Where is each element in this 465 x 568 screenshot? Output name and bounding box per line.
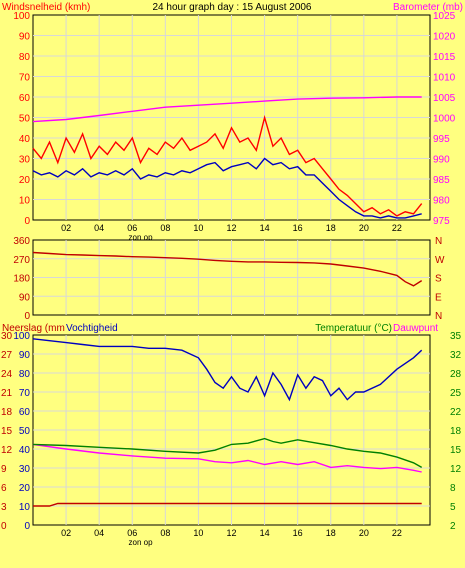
barometer-tick-label: 1025 bbox=[433, 11, 456, 22]
humidity-tick-label: 10 bbox=[19, 502, 31, 513]
barometer-tick-label: 975 bbox=[433, 216, 450, 227]
wind-tick-label: 70 bbox=[19, 73, 31, 84]
compass-label: S bbox=[435, 274, 442, 285]
rain-tick-label: 24 bbox=[1, 369, 13, 380]
rain-tick-label: 30 bbox=[1, 331, 13, 342]
humidity-axis-label: Vochtigheid bbox=[66, 323, 118, 334]
barometer-tick-label: 980 bbox=[433, 196, 450, 207]
x-tick-label: 10 bbox=[193, 223, 203, 233]
compass-label: W bbox=[435, 255, 445, 266]
barometer-tick-label: 1020 bbox=[433, 32, 456, 43]
temperature-tick-label: 15 bbox=[450, 445, 462, 456]
rain-tick-label: 3 bbox=[1, 502, 7, 513]
rain-tick-label: 0 bbox=[1, 521, 7, 532]
chart-title: 24 hour graph day : 15 August 2006 bbox=[152, 2, 311, 13]
wind-tick-label: 30 bbox=[19, 155, 31, 166]
humidity-tick-label: 80 bbox=[19, 369, 31, 380]
x-tick-label: 06 bbox=[127, 528, 137, 538]
temperature-axis-label: Temperatuur (°C) bbox=[315, 323, 392, 334]
barometer-tick-label: 1015 bbox=[433, 52, 456, 63]
x-tick-label: 06 bbox=[127, 223, 137, 233]
x-tick-label: 16 bbox=[293, 528, 303, 538]
humidity-tick-label: 50 bbox=[19, 426, 31, 437]
x-tick-label: 22 bbox=[392, 223, 402, 233]
temperature-tick-label: 22 bbox=[450, 407, 462, 418]
humidity-tick-label: 60 bbox=[19, 407, 31, 418]
barometer-tick-label: 1000 bbox=[433, 114, 456, 125]
temperature-tick-label: 35 bbox=[450, 331, 462, 342]
humidity-tick-label: 100 bbox=[13, 331, 30, 342]
rain-tick-label: 9 bbox=[1, 464, 7, 475]
wind-tick-label: 10 bbox=[19, 196, 31, 207]
x-tick-label: 04 bbox=[94, 528, 104, 538]
temperature-tick-label: 25 bbox=[450, 388, 462, 399]
rain-tick-label: 27 bbox=[1, 350, 13, 361]
x-tick-label: 18 bbox=[326, 223, 336, 233]
temperature-tick-label: 5 bbox=[450, 502, 456, 513]
rain-tick-label: 18 bbox=[1, 407, 13, 418]
x-tick-label: 08 bbox=[160, 528, 170, 538]
x-tick-label: 12 bbox=[226, 223, 236, 233]
temperature-tick-label: 12 bbox=[450, 464, 462, 475]
direction-tick-label: 270 bbox=[13, 255, 30, 266]
wind-tick-label: 60 bbox=[19, 93, 31, 104]
rain-tick-label: 6 bbox=[1, 483, 7, 494]
barometer-tick-label: 985 bbox=[433, 175, 450, 186]
direction-tick-label: 360 bbox=[13, 236, 30, 247]
wind-tick-label: 0 bbox=[24, 216, 30, 227]
x-tick-label: 18 bbox=[326, 528, 336, 538]
rain-tick-label: 12 bbox=[1, 445, 13, 456]
dewpoint-axis-label: Dauwpunt bbox=[393, 323, 438, 334]
direction-tick-label: 0 bbox=[24, 311, 30, 322]
wind-tick-label: 90 bbox=[19, 32, 31, 43]
x-tick-label: 22 bbox=[392, 528, 402, 538]
barometer-tick-label: 1005 bbox=[433, 93, 456, 104]
barometer-tick-label: 995 bbox=[433, 134, 450, 145]
x-tick-label: 10 bbox=[193, 528, 203, 538]
humidity-tick-label: 40 bbox=[19, 445, 31, 456]
x-tick-label: 02 bbox=[61, 528, 71, 538]
compass-label: N bbox=[435, 236, 442, 247]
x-tick-label: 14 bbox=[260, 528, 270, 538]
rain-tick-label: 21 bbox=[1, 388, 13, 399]
compass-label: N bbox=[435, 311, 442, 322]
sunrise-label: zon op bbox=[129, 538, 154, 547]
wind-tick-label: 40 bbox=[19, 134, 31, 145]
compass-label: E bbox=[435, 292, 442, 303]
x-tick-label: 20 bbox=[359, 528, 369, 538]
barometer-tick-label: 990 bbox=[433, 155, 450, 166]
wind-tick-label: 80 bbox=[19, 52, 31, 63]
x-tick-label: 04 bbox=[94, 223, 104, 233]
x-tick-label: 02 bbox=[61, 223, 71, 233]
temperature-tick-label: 28 bbox=[450, 369, 462, 380]
x-tick-label: 08 bbox=[160, 223, 170, 233]
wind-tick-label: 100 bbox=[13, 11, 30, 22]
barometer-tick-label: 1010 bbox=[433, 73, 456, 84]
rain-tick-label: 15 bbox=[1, 426, 13, 437]
direction-tick-label: 180 bbox=[13, 274, 30, 285]
wind-tick-label: 20 bbox=[19, 175, 31, 186]
x-tick-label: 16 bbox=[293, 223, 303, 233]
humidity-tick-label: 0 bbox=[24, 521, 30, 532]
direction-tick-label: 90 bbox=[19, 292, 31, 303]
humidity-tick-label: 30 bbox=[19, 464, 31, 475]
x-tick-label: 20 bbox=[359, 223, 369, 233]
humidity-tick-label: 70 bbox=[19, 388, 31, 399]
humidity-tick-label: 90 bbox=[19, 350, 31, 361]
temperature-tick-label: 2 bbox=[450, 521, 456, 532]
temperature-tick-label: 32 bbox=[450, 350, 462, 361]
wind-barometer-panel: 0102030405060708090100975980985990995100… bbox=[13, 11, 455, 242]
temperature-tick-label: 8 bbox=[450, 483, 456, 494]
x-tick-label: 14 bbox=[260, 223, 270, 233]
temperature-tick-label: 18 bbox=[450, 426, 462, 437]
x-tick-label: 12 bbox=[226, 528, 236, 538]
humidity-tick-label: 20 bbox=[19, 483, 31, 494]
wind-tick-label: 50 bbox=[19, 114, 31, 125]
